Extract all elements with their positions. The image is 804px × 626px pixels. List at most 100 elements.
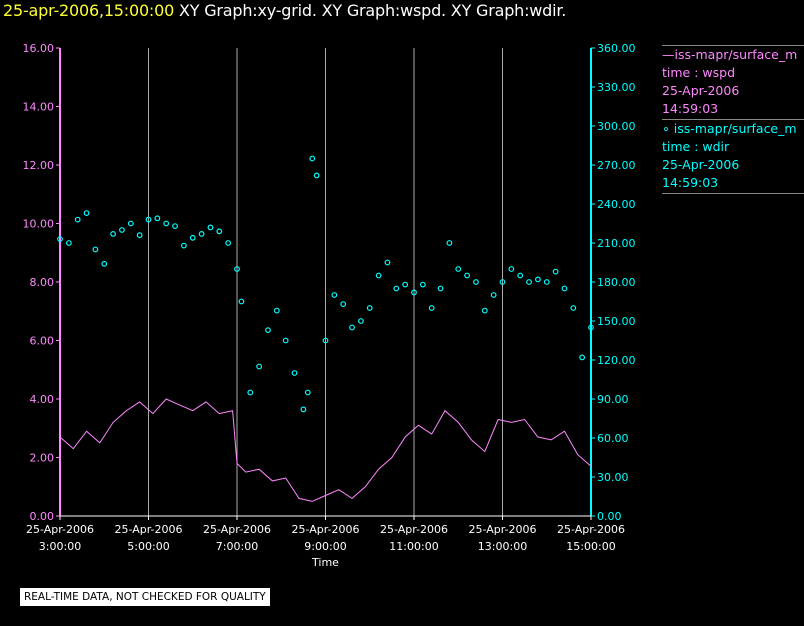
- legend-divider: [662, 119, 804, 120]
- left-y-tick-label: 2.00: [30, 452, 55, 465]
- wdir-data-point: [198, 230, 205, 237]
- quality-warning-label: REAL-TIME DATA, NOT CHECKED FOR QUALITY: [20, 588, 270, 606]
- x-axis-label: Time: [311, 556, 339, 569]
- wdir-data-point: [247, 389, 254, 396]
- x-tick-time-label: 7:00:00: [216, 540, 258, 553]
- wdir-data-point: [238, 298, 245, 305]
- wdir-data-point: [300, 406, 307, 413]
- wdir-data-point: [65, 240, 72, 246]
- wdir-data-point: [375, 272, 382, 279]
- right-y-tick-label: 270.00: [597, 159, 636, 172]
- wdir-data-point: [358, 318, 364, 324]
- right-y-tick-label: 0.00: [597, 510, 622, 523]
- wdir-data-point: [304, 389, 311, 396]
- x-tick-time-label: 11:00:00: [389, 540, 438, 553]
- wdir-data-point: [189, 234, 196, 241]
- wdir-data-point: [446, 240, 453, 246]
- wdir-data-point: [331, 292, 338, 298]
- wdir-data-point: [57, 236, 63, 243]
- right-y-tick-label: 120.00: [597, 354, 636, 367]
- left-y-tick-label: 16.00: [23, 42, 55, 55]
- wdir-data-point: [207, 224, 214, 231]
- legend-time: 14:59:03: [662, 175, 719, 190]
- wdir-data-point: [265, 327, 271, 334]
- wdir-data-point: [402, 281, 409, 288]
- legend-divider: [662, 193, 804, 194]
- x-tick-time-label: 13:00:00: [478, 540, 527, 553]
- x-tick-date-label: 25-Apr-2006: [380, 523, 448, 536]
- right-y-tick-label: 300.00: [597, 120, 636, 133]
- wdir-data-point: [136, 232, 143, 239]
- wdir-data-point: [579, 354, 586, 361]
- wdir-data-point: [428, 305, 435, 311]
- wdir-data-point: [180, 242, 187, 249]
- legend-entry-wspd[interactable]: —iss-mapr/surface_m time : wspd 25-Apr-2…: [662, 45, 804, 118]
- wdir-data-point: [517, 272, 524, 279]
- wdir-data-point: [349, 324, 355, 331]
- wdir-data-point: [419, 281, 426, 288]
- right-y-tick-label: 60.00: [597, 432, 629, 445]
- wdir-data-point: [366, 305, 373, 311]
- x-tick-date-label: 25-Apr-2006: [557, 523, 625, 536]
- wdir-data-point: [437, 285, 444, 292]
- wdir-data-point: [74, 216, 81, 223]
- right-y-tick-label: 90.00: [597, 393, 629, 406]
- x-tick-time-label: 9:00:00: [304, 540, 346, 553]
- wdir-data-point: [119, 227, 125, 233]
- right-y-tick-label: 30.00: [597, 471, 629, 484]
- header-timestamp: 25-apr-2006,15:00:00: [3, 1, 175, 20]
- left-y-tick-label: 10.00: [23, 218, 55, 231]
- right-y-tick-label: 210.00: [597, 237, 636, 250]
- wdir-data-point: [464, 272, 471, 279]
- right-y-tick-label: 360.00: [597, 42, 636, 55]
- wspd-series-line: [59, 398, 592, 502]
- wdir-data-point: [216, 228, 223, 235]
- wdir-data-point: [561, 285, 568, 292]
- wdir-data-point: [313, 172, 320, 179]
- wdir-data-point: [473, 279, 479, 285]
- wdir-data-point: [127, 220, 134, 227]
- x-tick-date-label: 25-Apr-2006: [203, 523, 271, 536]
- x-tick-time-label: 5:00:00: [127, 540, 169, 553]
- x-tick-date-label: 25-Apr-2006: [26, 523, 94, 536]
- wdir-data-point: [110, 230, 116, 237]
- wdir-data-point: [543, 279, 550, 285]
- wdir-data-point: [322, 337, 329, 344]
- wdir-data-point: [145, 216, 152, 223]
- x-tick-time-label: 15:00:00: [566, 540, 615, 553]
- wdir-data-point: [83, 210, 90, 217]
- wdir-data-point: [588, 324, 594, 331]
- wdir-data-point: [256, 363, 263, 370]
- legend-date: 25-Apr-2006: [662, 83, 740, 98]
- wdir-data-point: [172, 223, 178, 230]
- wdir-data-point: [92, 246, 99, 253]
- wdir-data-point: [411, 289, 417, 296]
- x-tick-time-label: 3:00:00: [39, 540, 81, 553]
- wdir-data-point: [163, 220, 170, 227]
- wdir-data-point: [490, 292, 497, 298]
- wdir-data-point: [101, 260, 108, 267]
- wdir-data-point: [455, 266, 462, 272]
- wdir-data-point: [291, 370, 298, 376]
- wdir-data-point: [393, 285, 400, 292]
- header-graph-names: XY Graph:xy-grid. XY Graph:wspd. XY Grap…: [178, 1, 567, 20]
- left-y-tick-label: 0.00: [30, 510, 55, 523]
- right-y-tick-label: 180.00: [597, 276, 636, 289]
- wdir-data-point: [552, 268, 559, 275]
- legend-series-name: ∘ iss-mapr/surface_m: [662, 121, 797, 136]
- legend-date: 25-Apr-2006: [662, 157, 740, 172]
- wdir-data-point: [481, 307, 488, 314]
- x-tick-date-label: 25-Apr-2006: [114, 523, 182, 536]
- legend-entry-wdir[interactable]: ∘ iss-mapr/surface_m time : wdir 25-Apr-…: [662, 119, 804, 194]
- legend-axis-pair: time : wdir: [662, 139, 730, 154]
- left-y-tick-label: 6.00: [30, 335, 55, 348]
- left-y-tick-label: 14.00: [23, 101, 55, 114]
- legend-time: 14:59:03: [662, 101, 719, 116]
- legend-series-name: —iss-mapr/surface_m: [662, 47, 798, 62]
- wdir-data-point: [535, 276, 541, 283]
- left-y-tick-label: 12.00: [23, 159, 55, 172]
- left-y-tick-label: 8.00: [30, 276, 55, 289]
- wdir-data-point: [526, 279, 532, 285]
- right-y-tick-label: 240.00: [597, 198, 636, 211]
- x-tick-date-label: 25-Apr-2006: [291, 523, 359, 536]
